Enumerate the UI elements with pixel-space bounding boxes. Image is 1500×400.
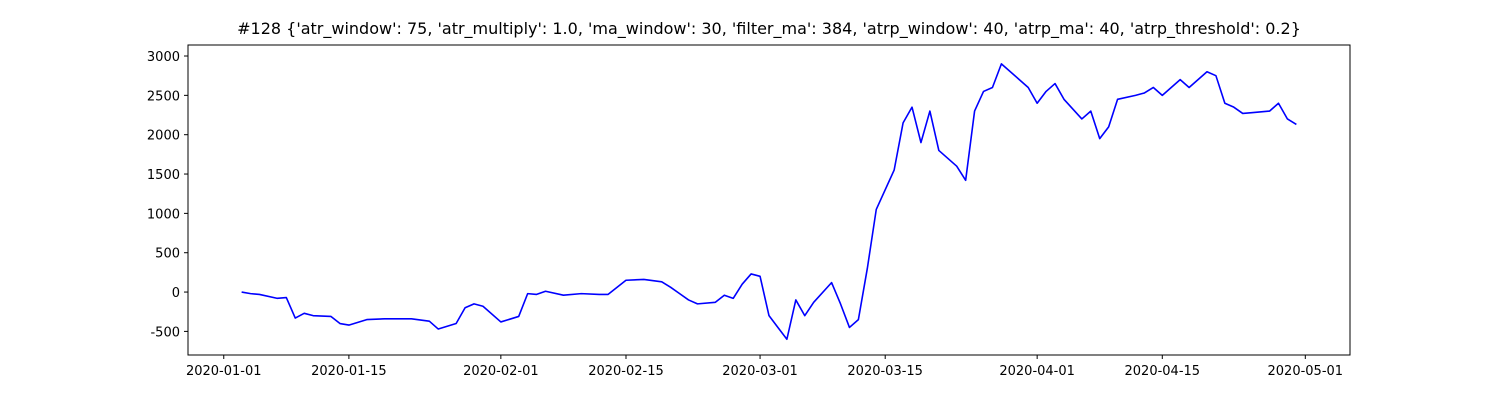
- y-tick-label: 2500: [147, 89, 180, 104]
- x-tick-label: 2020-01-01: [186, 364, 262, 379]
- chart-title: #128 {'atr_window': 75, 'atr_multiply': …: [237, 19, 1301, 39]
- x-tick-label: 2020-03-15: [847, 364, 923, 379]
- y-tick-label: 1000: [147, 207, 180, 222]
- x-tick-label: 2020-04-01: [999, 364, 1075, 379]
- y-tick-label: 1500: [147, 168, 180, 183]
- x-tick-label: 2020-03-01: [722, 364, 798, 379]
- data-line: [241, 63, 1297, 341]
- x-tick-label: 2020-05-01: [1268, 364, 1344, 379]
- y-tick-label: 2000: [147, 129, 180, 144]
- x-tick-label: 2020-02-01: [463, 364, 539, 379]
- x-tick-label: 2020-01-15: [311, 364, 387, 379]
- x-tick-label: 2020-02-15: [588, 364, 664, 379]
- y-tick-label: -500: [150, 325, 180, 340]
- plot-frame: [187, 44, 1351, 356]
- y-tick-label: 0: [172, 286, 180, 301]
- y-tick-label: 500: [155, 247, 180, 262]
- y-tick-label: 3000: [147, 50, 180, 65]
- x-tick-label: 2020-04-15: [1125, 364, 1201, 379]
